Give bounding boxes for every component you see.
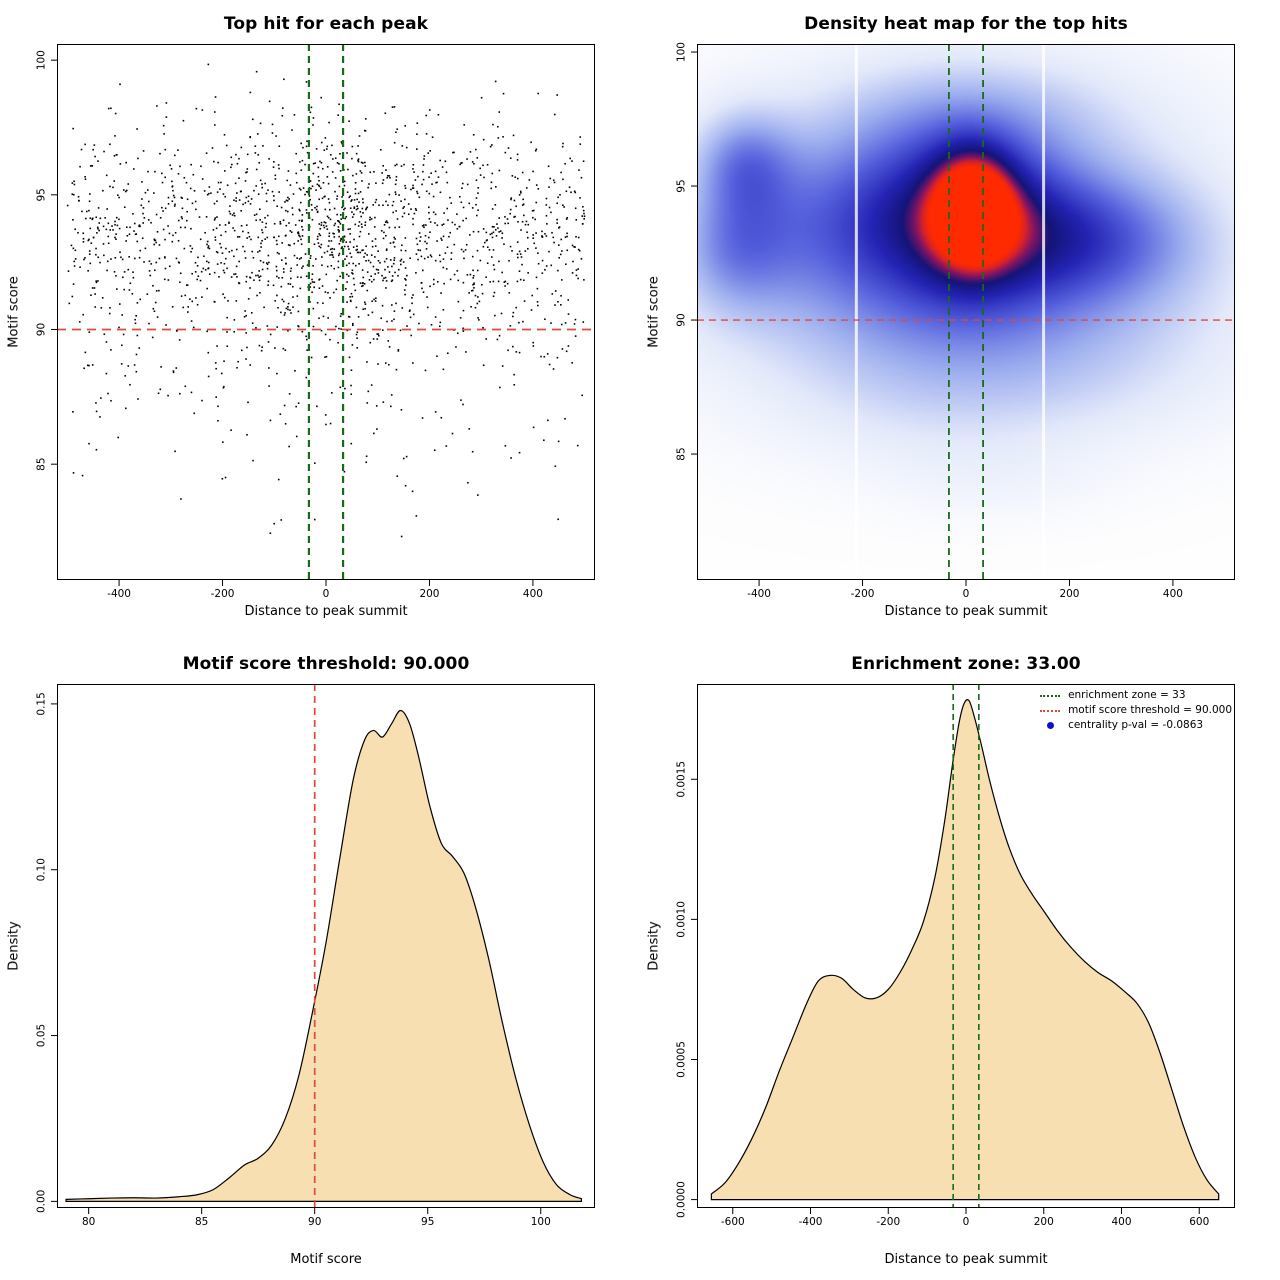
y-axis-label: Density [6, 921, 22, 971]
panel-top-hit-scatter: Top hit for each peak Distance to peak s… [0, 0, 640, 640]
enrichment-zone-line-swatch [1040, 694, 1061, 697]
legend-item-centrality-pval: centrality p-val = -0.0863 [1039, 718, 1232, 733]
legend-marker [1039, 722, 1061, 729]
y-axis-label: Motif score [6, 276, 22, 348]
y-axis-label: Density [646, 921, 662, 971]
chart-title: Enrichment zone: 33.00 [851, 654, 1081, 674]
x-axis-label: Motif score [290, 1252, 362, 1267]
scatter-plot-canvas [0, 0, 640, 640]
motif-threshold-line-swatch [1040, 709, 1061, 712]
centrality-pval-dot-swatch [1046, 722, 1054, 729]
legend-marker [1039, 694, 1061, 697]
legend-label: enrichment zone = 33 [1068, 689, 1186, 701]
chart-title: Motif score threshold: 90.000 [182, 654, 470, 674]
x-axis-label: Distance to peak summit [884, 1252, 1048, 1267]
legend-label: centrality p-val = -0.0863 [1068, 719, 1204, 731]
legend-marker [1039, 709, 1061, 712]
panel-enrichment-zone-density: Enrichment zone: 33.00 Distance to peak … [640, 640, 1280, 1280]
panel-density-heatmap: Density heat map for the top hits Distan… [640, 0, 1280, 640]
legend-item-motif-threshold: motif score threshold = 90.000 [1039, 703, 1232, 718]
legend-item-enrichment-zone: enrichment zone = 33 [1039, 688, 1232, 703]
x-axis-label: Distance to peak summit [884, 604, 1048, 619]
chart-title: Top hit for each peak [223, 14, 429, 34]
legend-label: motif score threshold = 90.000 [1068, 704, 1232, 716]
panel-motif-score-density: Motif score threshold: 90.000 Motif scor… [0, 640, 640, 1280]
chart-title: Density heat map for the top hits [804, 14, 1128, 34]
legend: enrichment zone = 33 motif score thresho… [1039, 688, 1232, 733]
distance-density-canvas [640, 640, 1280, 1280]
motif-score-density-canvas [0, 640, 640, 1280]
x-axis-label: Distance to peak summit [244, 604, 408, 619]
heatmap-canvas [640, 0, 1280, 640]
y-axis-label: Motif score [646, 276, 662, 348]
